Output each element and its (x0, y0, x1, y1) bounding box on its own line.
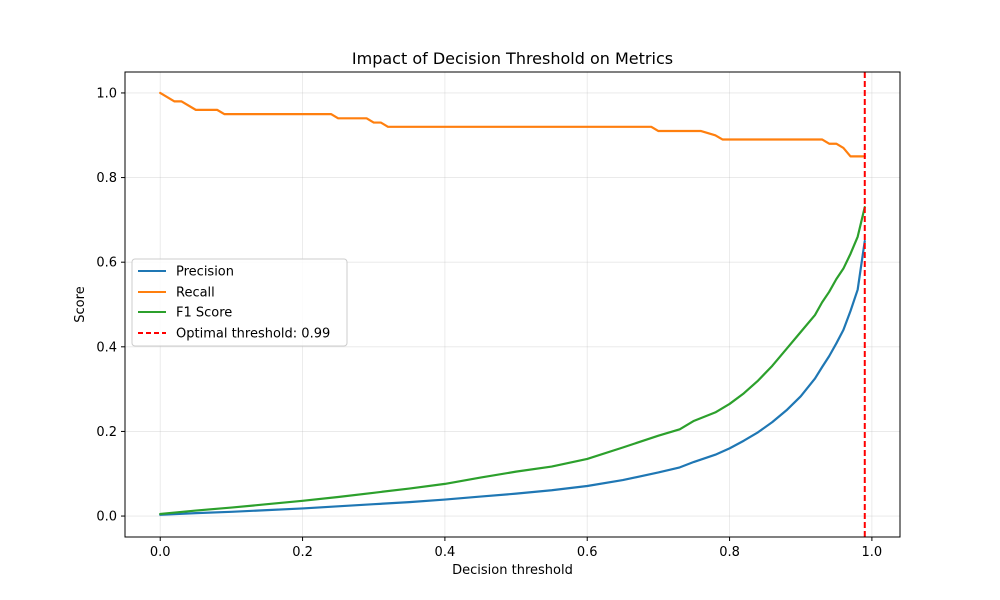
precision-line (159, 239, 866, 516)
legend-label-precision: Precision (176, 265, 234, 280)
y-tick-label: 0.4 (96, 340, 117, 355)
y-axis-title: Score (73, 286, 88, 322)
x-axis-title: Decision threshold (452, 563, 573, 578)
x-tick-label: 0.0 (150, 545, 171, 560)
y-tick-label: 1.0 (96, 86, 117, 101)
grid-layer (125, 72, 900, 537)
x-tick-label: 0.2 (292, 545, 313, 560)
legend-label-threshold: Optimal threshold: 0.99 (176, 327, 330, 342)
legend-label-recall: Recall (176, 286, 215, 301)
chart-title: Impact of Decision Threshold on Metrics (352, 49, 673, 68)
tick-layer: 0.0 0.2 0.4 0.6 0.8 1.0 0.0 0.2 0.4 0.6 0.8 1.0 (96, 86, 882, 560)
legend: Precision Recall F1 Score Optimal thresh… (131, 258, 348, 347)
x-tick-label: 0.6 (577, 545, 598, 560)
x-tick-label: 1.0 (862, 545, 883, 560)
legend-label-f1: F1 Score (176, 306, 232, 321)
plot-frame (124, 71, 901, 538)
y-tick-label: 0.0 (96, 510, 117, 525)
recall-line (159, 91, 866, 158)
x-tick-label: 0.4 (435, 545, 456, 560)
y-tick-label: 0.8 (96, 171, 117, 186)
x-tick-label: 0.8 (719, 545, 740, 560)
y-tick-label: 0.2 (96, 425, 117, 440)
y-tick-label: 0.6 (96, 256, 117, 271)
f1-score-line (159, 206, 866, 516)
series-layer (159, 72, 866, 537)
legend-box (131, 258, 348, 347)
